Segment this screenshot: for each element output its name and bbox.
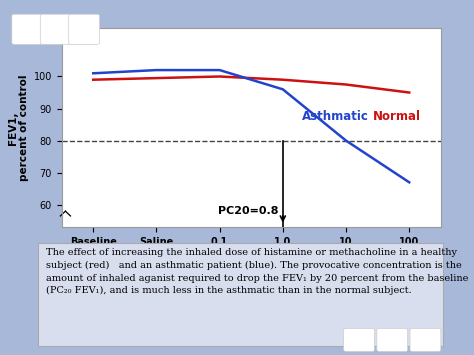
Text: The effect of increasing the inhaled dose of histamine or methacholine in a heal: The effect of increasing the inhaled dos… [46, 248, 468, 295]
Text: Asthmatic: Asthmatic [302, 110, 369, 123]
Text: PC20=0.8: PC20=0.8 [218, 206, 278, 216]
X-axis label: Histamine or methacholine, mg/mL: Histamine or methacholine, mg/mL [148, 250, 355, 260]
Y-axis label: FEV1,
percent of control: FEV1, percent of control [8, 75, 29, 181]
Text: Normal: Normal [373, 110, 420, 123]
